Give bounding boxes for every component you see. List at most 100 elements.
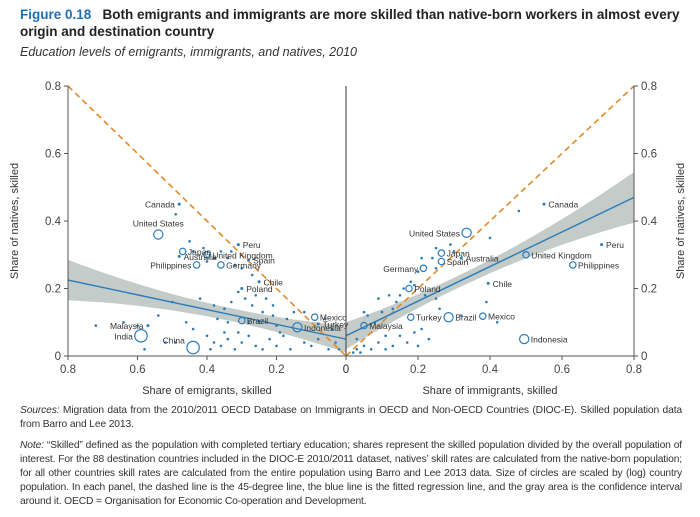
data-point	[366, 314, 369, 317]
ci-bands	[68, 172, 634, 353]
data-point	[289, 348, 292, 351]
data-point-germany	[419, 264, 428, 273]
data-point	[233, 263, 237, 267]
point-label: Brazil	[455, 313, 476, 323]
data-point-spain	[437, 257, 446, 266]
data-point	[285, 317, 289, 321]
point-label: Poland	[414, 284, 441, 294]
data-point	[223, 307, 226, 311]
data-point-turkey	[316, 322, 320, 326]
data-point	[416, 270, 420, 273]
data-point	[359, 351, 362, 354]
point-label: Australia	[466, 254, 499, 264]
data-point	[423, 294, 427, 297]
data-point-india	[134, 328, 148, 343]
data-point	[174, 341, 177, 344]
figure-header: Figure 0.18 Both emigrants and immigrant…	[20, 6, 690, 59]
point-label: Germany	[226, 260, 262, 270]
data-point-turkey	[406, 313, 415, 322]
x-tick-label: 0.6	[130, 364, 146, 376]
point-label: Malaysia	[110, 321, 144, 331]
regression-lines	[67, 196, 635, 340]
data-point	[143, 348, 146, 351]
data-point	[212, 304, 216, 307]
data-point	[438, 307, 441, 311]
point-label: Brazil	[247, 316, 268, 326]
point-label: Peru	[243, 240, 261, 250]
point-label: Turkey	[416, 313, 442, 323]
data-point	[373, 321, 377, 324]
data-point	[209, 348, 212, 351]
data-point	[275, 344, 278, 348]
data-point	[233, 348, 237, 351]
y-tick-label-right: 0.8	[641, 81, 657, 93]
point-label: Spain	[253, 255, 275, 265]
sources-text: Migration data from the 2010/2011 OECD D…	[20, 405, 682, 430]
data-point	[202, 246, 205, 250]
data-point	[237, 290, 240, 294]
data-point	[362, 344, 366, 348]
data-point	[205, 260, 209, 263]
data-point	[226, 337, 230, 341]
x-tick-label-zero: 0	[343, 364, 349, 376]
data-point	[226, 256, 230, 260]
data-point	[230, 300, 233, 304]
data-point	[355, 337, 359, 341]
data-point	[459, 314, 463, 317]
point-label: Germany	[383, 264, 419, 274]
data-point-philippines	[192, 261, 201, 269]
data-point	[327, 348, 330, 351]
point-label: Malaysia	[369, 321, 403, 331]
y-axis-label-left: Share of natives, skilled	[9, 163, 21, 279]
data-point	[351, 351, 355, 354]
x-axis-label-left: Share of emigrants, skilled	[142, 385, 272, 397]
point-label: Philippines	[150, 260, 191, 270]
data-point	[384, 348, 387, 351]
data-point	[94, 324, 98, 327]
regression-line-right	[345, 196, 635, 337]
data-point	[230, 250, 233, 253]
figure-subtitle: Education levels of emigrants, immigrant…	[20, 45, 357, 59]
data-point	[219, 344, 223, 348]
data-point	[184, 321, 188, 324]
ci-band-right	[346, 172, 634, 350]
point-label: Japan	[188, 247, 211, 257]
data-point	[278, 331, 282, 334]
data-point-australia	[459, 256, 463, 260]
data-point	[402, 287, 405, 290]
data-point	[449, 243, 452, 246]
figure-title-line: Figure 0.18 Both emigrants and immigrant…	[20, 6, 690, 40]
data-point-germany	[217, 261, 225, 269]
y-tick-label-left: 0.6	[45, 149, 61, 161]
y-tick-label-left: 0.8	[45, 81, 61, 93]
sources-label: Sources:	[20, 405, 60, 416]
data-point	[271, 314, 275, 317]
x-tick-label: 0	[343, 364, 349, 376]
data-point-peru	[236, 243, 240, 247]
data-point-chile	[486, 281, 490, 285]
data-point-indonesia	[292, 322, 303, 333]
data-point	[391, 307, 395, 311]
data-point	[517, 209, 521, 213]
x-tick-label: 0.2	[269, 364, 285, 376]
x-tick-label: 0.6	[554, 364, 570, 376]
point-label: Australia	[184, 252, 217, 262]
data-point-poland	[405, 284, 413, 293]
data-point	[405, 341, 409, 344]
point-label: Indonesia	[531, 335, 568, 345]
note-text: “Skilled” defined as the population with…	[20, 440, 682, 507]
data-point-united-states	[153, 229, 164, 240]
data-point	[174, 213, 177, 216]
point-label: Chile	[493, 279, 513, 289]
y-axis-label-right: Share of natives, skilled	[675, 163, 687, 279]
data-point	[191, 250, 195, 253]
point-label: Spain	[447, 257, 469, 267]
point-label: United States	[409, 228, 460, 238]
data-point	[413, 283, 416, 287]
data-point	[223, 331, 226, 334]
data-point	[416, 344, 420, 348]
point-label: China	[163, 336, 185, 346]
data-point	[261, 310, 264, 314]
y-tick-label-right: 0	[641, 351, 647, 363]
